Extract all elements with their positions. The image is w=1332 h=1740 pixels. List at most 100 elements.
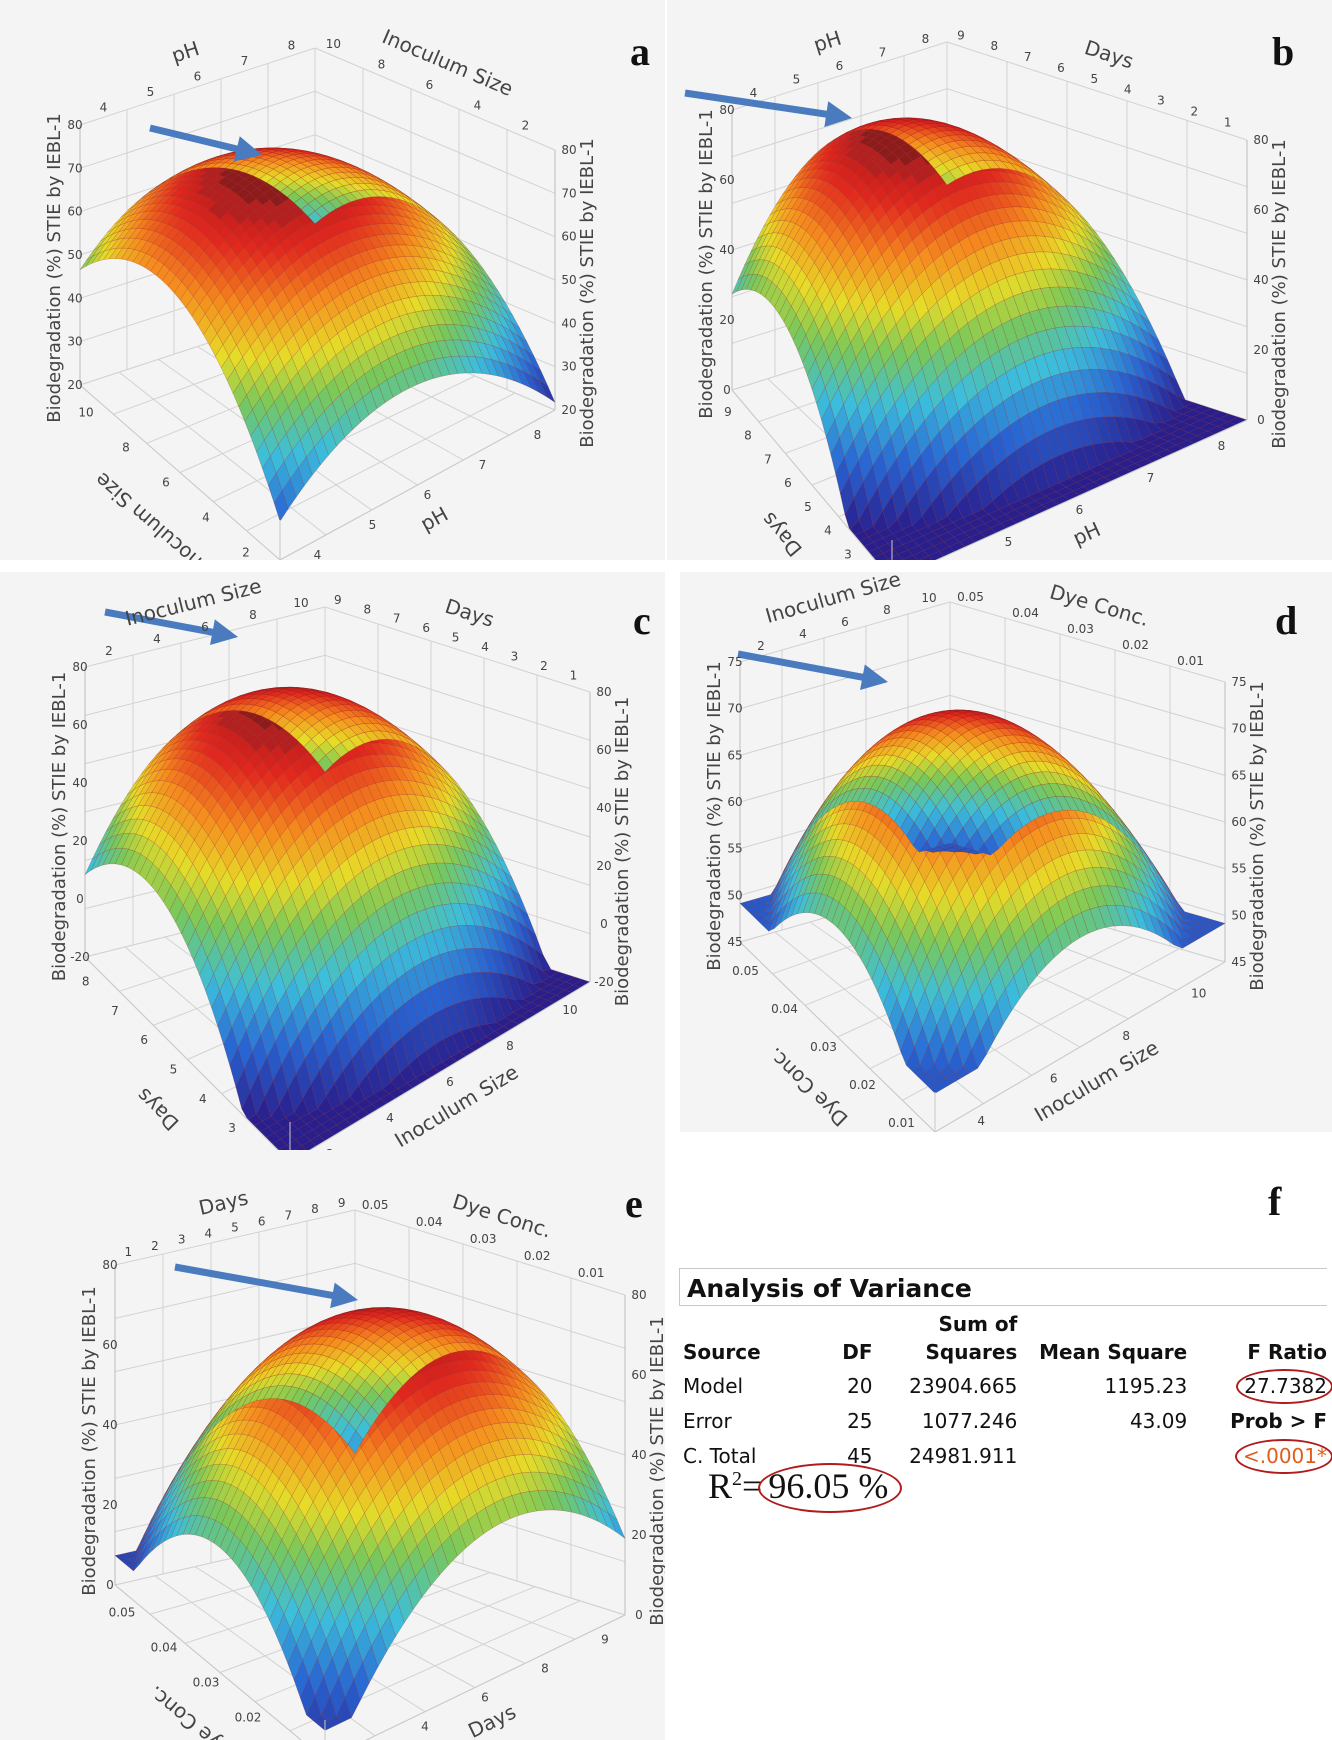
tick-label: 4: [481, 640, 489, 654]
axis-title-top-right: Days: [442, 594, 497, 632]
tick-label: 8: [249, 608, 257, 622]
tick-label: 50: [727, 888, 742, 902]
response-surface: [739, 709, 1226, 1094]
tick-label: 80: [72, 660, 87, 674]
tick-label: 60: [72, 718, 87, 732]
tick-label: 60: [1231, 815, 1246, 829]
gridline: [314, 134, 556, 238]
edge-line: [84, 956, 279, 1150]
tick-label: 8: [922, 32, 930, 46]
tick-label: 30: [67, 335, 82, 349]
tick-label: 6: [1050, 1071, 1058, 1085]
tick-label: 9: [957, 28, 965, 42]
tick-label: 0: [600, 917, 608, 931]
tick-label: 70: [561, 186, 576, 200]
z-axis-title-right: Biodegradation (%) STIE by IEBL-1: [1269, 139, 1290, 449]
edge-line: [739, 941, 936, 1132]
tick-label: 6: [424, 488, 432, 502]
arrow-shaft: [684, 89, 839, 120]
tick-label: 5: [170, 1063, 178, 1077]
tick-label: 50: [1231, 908, 1246, 922]
tick-label: 3: [228, 1121, 236, 1135]
surface-cell: [277, 1144, 293, 1150]
tick-label: 7: [879, 45, 887, 59]
z-axis-title-right: Biodegradation (%) STIE by IEBL-1: [577, 138, 598, 448]
gridline: [84, 606, 326, 668]
gridline: [79, 90, 316, 169]
tick-label: 5: [1091, 72, 1099, 86]
tick-label: 10: [921, 591, 936, 605]
tick-label: 55: [1231, 862, 1246, 876]
gridline: [324, 654, 591, 741]
surface-cell: [902, 554, 918, 560]
axis-title-top-left: pH: [811, 26, 845, 57]
tick-label: 8: [288, 39, 296, 53]
tick-label: 80: [596, 685, 611, 699]
tick-label: 4: [199, 1092, 207, 1106]
tick-label: 65: [1231, 768, 1246, 782]
tick-label: 4: [977, 1114, 985, 1128]
tick-label: 60: [1253, 203, 1268, 217]
arrow-head: [210, 619, 238, 645]
arrow-head: [860, 664, 888, 691]
tick-label: 60: [67, 205, 82, 219]
tick-label: 8: [744, 429, 752, 443]
tick-label: 80: [1253, 133, 1268, 147]
tick-label: 4: [314, 548, 322, 560]
arrow-shaft: [737, 650, 875, 683]
tick-label: 2: [522, 119, 530, 133]
arrow-shaft: [104, 608, 225, 638]
tick-label: 8: [991, 39, 999, 53]
tick-label: 80: [719, 103, 734, 117]
axis-title-top-right: Dye Conc.: [1047, 579, 1152, 631]
tick-label: 5: [369, 518, 377, 532]
tick-label: 7: [479, 458, 487, 472]
tick-label: 4: [1124, 83, 1132, 97]
tick-label: 0.04: [771, 1002, 798, 1016]
surface-cell: [1208, 920, 1226, 929]
tick-label: 7: [1147, 471, 1155, 485]
tick-label: 50: [561, 273, 576, 287]
edge-line: [279, 409, 556, 560]
tick-label: 20: [72, 834, 87, 848]
edge-line: [935, 419, 1248, 560]
tick-label: 2: [326, 1147, 334, 1150]
axis-title-front-left: Days: [756, 508, 807, 560]
gridline: [314, 47, 556, 151]
tick-label: 30: [561, 360, 576, 374]
panel-letter-c: c: [633, 598, 651, 643]
tick-label: 6: [194, 70, 202, 84]
tick-label: 20: [1253, 343, 1268, 357]
axis-title-front-right: pH: [1069, 517, 1104, 550]
tick-label: 6: [140, 1033, 148, 1047]
tick-label: 8: [534, 428, 542, 442]
axis-title-front-left: Dye Conc.: [763, 1043, 853, 1131]
front-edges: [739, 941, 1226, 1132]
panel-c: Inoculum Size Days 2 4 6 8 10 9 8 7 6 5 4 3 2 1 Biodegra…: [0, 572, 665, 1150]
z-axis-title-left: Biodegradation (%) STIE by IEBL-1: [49, 672, 70, 982]
tick-label: 40: [67, 291, 82, 305]
tick-label: 75: [727, 655, 742, 669]
axis-title-front-left: Inoculum Size: [90, 468, 211, 560]
tick-label: 6: [841, 615, 849, 629]
tick-label: 2: [242, 546, 250, 560]
tick-label: 0.02: [1122, 638, 1149, 652]
tick-label: 0.03: [810, 1040, 837, 1054]
axis-title-top-right: Days: [1082, 35, 1137, 73]
tick-label: 6: [836, 59, 844, 73]
tick-label: 4: [824, 524, 832, 538]
tick-label: 1: [570, 668, 578, 682]
tick-label: 6: [1076, 503, 1084, 517]
tick-label: 4: [386, 1111, 394, 1125]
z-axis-title-right: Biodegradation (%) STIE by IEBL-1: [1247, 681, 1268, 991]
tick-label: 40: [719, 243, 734, 257]
tick-label: 2: [757, 639, 765, 653]
gridline: [946, 41, 1248, 141]
axis-title-top-left: Inoculum Size: [763, 572, 904, 628]
response-surface: [84, 686, 591, 1150]
tick-label: 9: [724, 405, 732, 419]
tick-label: 45: [727, 935, 742, 949]
